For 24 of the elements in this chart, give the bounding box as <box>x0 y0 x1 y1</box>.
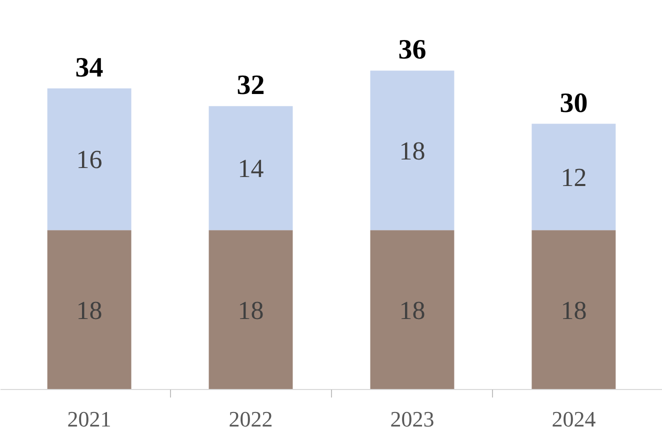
data-label: 18 <box>399 296 426 325</box>
data-label: 18 <box>399 136 426 166</box>
total-label: 36 <box>398 34 426 66</box>
bar <box>47 230 132 390</box>
bar <box>370 70 454 230</box>
bar <box>47 88 132 230</box>
bar <box>208 106 293 230</box>
bar <box>532 124 616 230</box>
x-tick-label: 2024 <box>552 406 596 429</box>
bar <box>208 230 293 390</box>
data-label: 18 <box>560 296 587 325</box>
bar <box>370 230 454 390</box>
data-label: 14 <box>238 154 264 184</box>
x-tick-label: 2023 <box>390 406 434 429</box>
data-label: 16 <box>76 145 102 174</box>
data-label: 18 <box>238 296 264 325</box>
bar <box>532 230 616 390</box>
total-label: 30 <box>560 88 588 119</box>
x-tick-label: 2022 <box>228 406 273 429</box>
total-label: 32 <box>236 70 265 102</box>
data-label: 12 <box>560 162 587 192</box>
data-label: 18 <box>76 296 102 325</box>
x-tick-label: 2021 <box>67 406 112 429</box>
total-label: 34 <box>75 52 104 84</box>
